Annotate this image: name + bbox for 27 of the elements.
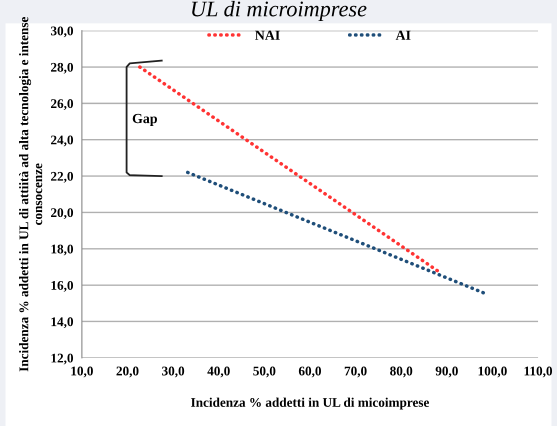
x-axis-title: Incidenza % addetti in UL di micoimprese [191, 398, 429, 410]
y-tick-label: 16,0 [52, 280, 74, 292]
x-tick-label: 70,0 [344, 366, 367, 378]
x-tick-label: 40,0 [207, 366, 230, 378]
y-tick-label: 12,0 [52, 354, 74, 364]
y-tick-label: 22,0 [51, 172, 74, 183]
y-tick-label: 24,0 [51, 136, 74, 146]
y-tick-label: 18,0 [52, 244, 74, 256]
y-tick-label: 20,0 [51, 208, 74, 220]
x-tick-label: 100,0 [478, 366, 507, 378]
x-tick-label: 30,0 [162, 366, 184, 378]
legend-label: NAI [255, 30, 280, 40]
y-tick-label: 30,0 [50, 26, 74, 38]
x-tick-label: 90,0 [436, 366, 458, 378]
chart-title: UL di microimprese [192, 0, 366, 22]
y-tick-label: 14,0 [52, 317, 74, 328]
x-tick-label: 10,0 [71, 366, 93, 378]
x-tick-label: 80,0 [390, 366, 412, 378]
y-tick-label: 28,0 [51, 62, 74, 74]
legend-label: AI [396, 30, 411, 40]
y-tick-label: 26,0 [51, 99, 74, 110]
y-axis-title: Incidenza % addetti in UL di attiità ad alta tecnologia e intense consocenze [19, 17, 42, 372]
x-tick-label: 20,0 [116, 366, 139, 378]
x-tick-label: 50,0 [253, 366, 276, 378]
x-tick-label: 110,0 [524, 366, 552, 378]
annotation: Gap [132, 114, 157, 126]
x-tick-label: 60,0 [298, 366, 322, 378]
